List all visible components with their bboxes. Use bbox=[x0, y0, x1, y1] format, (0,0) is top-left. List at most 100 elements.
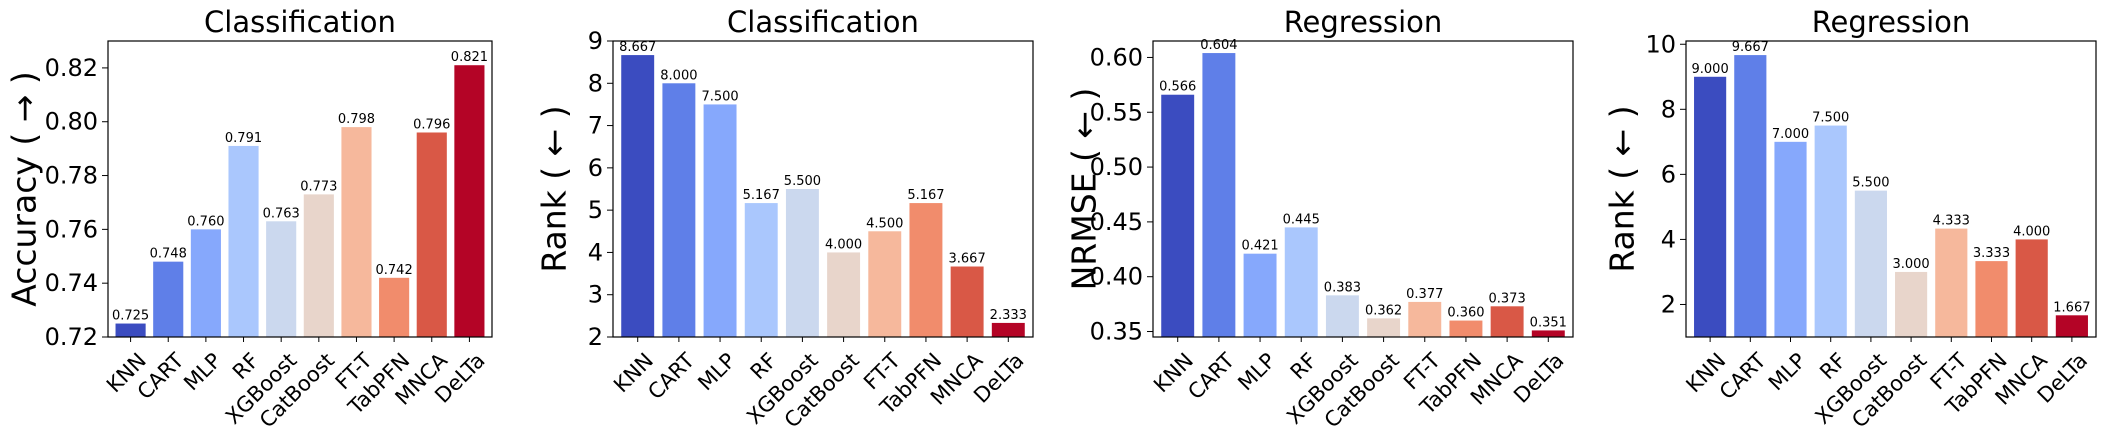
data-label: 9.667 bbox=[1732, 40, 1769, 55]
bar-catboost bbox=[827, 252, 861, 337]
data-label: 0.351 bbox=[1530, 315, 1567, 330]
data-label: 0.798 bbox=[338, 112, 375, 127]
data-label: 8.000 bbox=[660, 68, 697, 83]
y-tick-label: 2 bbox=[1661, 290, 1676, 318]
data-label: 4.000 bbox=[825, 237, 862, 252]
bar-catboost bbox=[303, 194, 334, 337]
y-tick-label: 5 bbox=[588, 196, 603, 224]
x-tick-label: CART bbox=[1183, 348, 1239, 404]
bar-tabpfn bbox=[1975, 261, 2008, 337]
data-label: 5.167 bbox=[743, 188, 780, 203]
data-label: 3.333 bbox=[1973, 246, 2010, 261]
y-axis-label: Rank ( ← ) bbox=[1603, 105, 1642, 272]
bar-mnca bbox=[1490, 306, 1524, 337]
data-label: 0.377 bbox=[1406, 287, 1443, 302]
data-label: 8.667 bbox=[619, 40, 656, 55]
bar-mlp bbox=[190, 229, 221, 337]
y-tick-label: 0.60 bbox=[1090, 43, 1143, 71]
data-label: 7.500 bbox=[701, 89, 738, 104]
bar-mnca bbox=[950, 266, 984, 337]
bar-tabpfn bbox=[379, 277, 410, 337]
bar-ft-t bbox=[1935, 228, 1968, 337]
bar-delta bbox=[454, 65, 485, 337]
bar-catboost bbox=[1895, 271, 1928, 337]
bar-ft-t bbox=[868, 231, 902, 337]
bar-mlp bbox=[703, 104, 737, 337]
bar-catboost bbox=[1367, 318, 1401, 337]
bar-rf bbox=[1284, 227, 1318, 337]
bar-cart bbox=[1734, 55, 1767, 337]
x-tick-label: MLP bbox=[1233, 348, 1280, 395]
data-label: 0.742 bbox=[376, 263, 413, 278]
bar-xgboost bbox=[1854, 190, 1887, 337]
y-tick-label: 6 bbox=[1661, 160, 1676, 188]
bar-rf bbox=[228, 145, 259, 337]
data-label: 1.667 bbox=[2053, 300, 2090, 315]
y-tick-label: 0.50 bbox=[1090, 153, 1143, 181]
y-tick-label: 6 bbox=[588, 154, 603, 182]
data-label: 2.333 bbox=[990, 308, 1027, 323]
data-label: 0.796 bbox=[413, 117, 450, 132]
y-tick-label: 0.80 bbox=[45, 108, 98, 136]
bar-mnca bbox=[2015, 239, 2048, 337]
chart-title: Regression bbox=[1812, 5, 1971, 39]
x-tick-label: CART bbox=[1715, 348, 1771, 404]
y-axis-label: NRMSE ( ← ) bbox=[1065, 88, 1104, 291]
data-label: 7.000 bbox=[1772, 127, 1809, 142]
data-label: 3.667 bbox=[949, 252, 986, 267]
y-tick-label: 4 bbox=[588, 238, 603, 266]
data-label: 0.383 bbox=[1324, 280, 1361, 295]
y-tick-label: 0.55 bbox=[1090, 98, 1143, 126]
y-tick-label: 0.76 bbox=[45, 215, 98, 243]
data-label: 0.725 bbox=[112, 309, 149, 324]
y-tick-label: 4 bbox=[1661, 225, 1676, 253]
bar-knn bbox=[621, 55, 655, 337]
data-label: 0.421 bbox=[1241, 239, 1278, 254]
y-axis-label: Accuracy ( → ) bbox=[5, 71, 44, 307]
data-label: 0.773 bbox=[300, 179, 337, 194]
plot-area-frame bbox=[1685, 40, 2097, 338]
bar-mlp bbox=[1774, 141, 1807, 337]
bar-delta bbox=[2055, 315, 2088, 337]
x-tick-label: MLP bbox=[179, 348, 226, 395]
bar-ft-t bbox=[1408, 301, 1442, 337]
bar-ft-t bbox=[341, 127, 372, 337]
data-label: 0.360 bbox=[1447, 306, 1484, 321]
y-tick-label: 0.40 bbox=[1090, 263, 1143, 291]
data-label: 0.362 bbox=[1365, 303, 1402, 318]
y-tick-label: 3 bbox=[588, 281, 603, 309]
data-label: 5.167 bbox=[907, 188, 944, 203]
bar-delta bbox=[1531, 330, 1565, 337]
data-label: 0.821 bbox=[451, 50, 488, 65]
data-label: 0.566 bbox=[1159, 80, 1196, 95]
y-tick-label: 8 bbox=[1661, 95, 1676, 123]
bar-mlp bbox=[1243, 253, 1277, 337]
bar-tabpfn bbox=[909, 203, 943, 337]
data-label: 0.748 bbox=[150, 247, 187, 262]
bar-cart bbox=[662, 83, 696, 338]
bar-mnca bbox=[416, 132, 447, 337]
y-tick-label: 8 bbox=[588, 69, 603, 97]
bar-tabpfn bbox=[1449, 320, 1483, 337]
bar-xgboost bbox=[1325, 295, 1359, 337]
y-tick-label: 9 bbox=[588, 27, 603, 55]
data-label: 0.445 bbox=[1283, 212, 1320, 227]
chart-title: Classification bbox=[727, 5, 919, 39]
y-tick-label: 0.45 bbox=[1090, 208, 1143, 236]
y-axis-label: Rank ( ← ) bbox=[535, 105, 574, 272]
chart-title: Regression bbox=[1284, 5, 1443, 39]
bar-knn bbox=[1694, 76, 1727, 338]
data-label: 0.604 bbox=[1200, 38, 1237, 53]
bar-delta bbox=[991, 322, 1025, 337]
data-label: 5.500 bbox=[784, 174, 821, 189]
bar-cart bbox=[153, 261, 184, 337]
bar-knn bbox=[1161, 94, 1195, 337]
data-label: 7.500 bbox=[1812, 111, 1849, 126]
data-label: 9.000 bbox=[1692, 62, 1729, 77]
data-label: 0.760 bbox=[187, 214, 224, 229]
data-label: 4.333 bbox=[1933, 214, 1970, 229]
y-tick-label: 10 bbox=[1645, 30, 1676, 58]
data-label: 0.763 bbox=[263, 206, 300, 221]
